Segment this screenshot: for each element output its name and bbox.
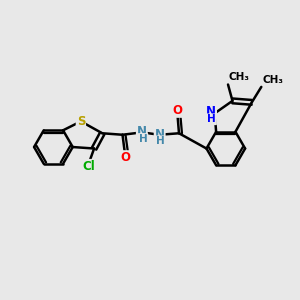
Text: N: N — [206, 105, 216, 119]
Text: N: N — [137, 125, 147, 138]
Text: CH₃: CH₃ — [229, 72, 250, 82]
Text: H: H — [207, 114, 216, 124]
Text: N: N — [155, 128, 165, 141]
Text: S: S — [76, 115, 85, 128]
Text: H: H — [156, 136, 165, 146]
Text: O: O — [172, 104, 182, 117]
Text: Cl: Cl — [82, 160, 95, 173]
Text: CH₃: CH₃ — [262, 74, 283, 85]
Text: H: H — [139, 134, 147, 144]
Text: O: O — [120, 151, 130, 164]
